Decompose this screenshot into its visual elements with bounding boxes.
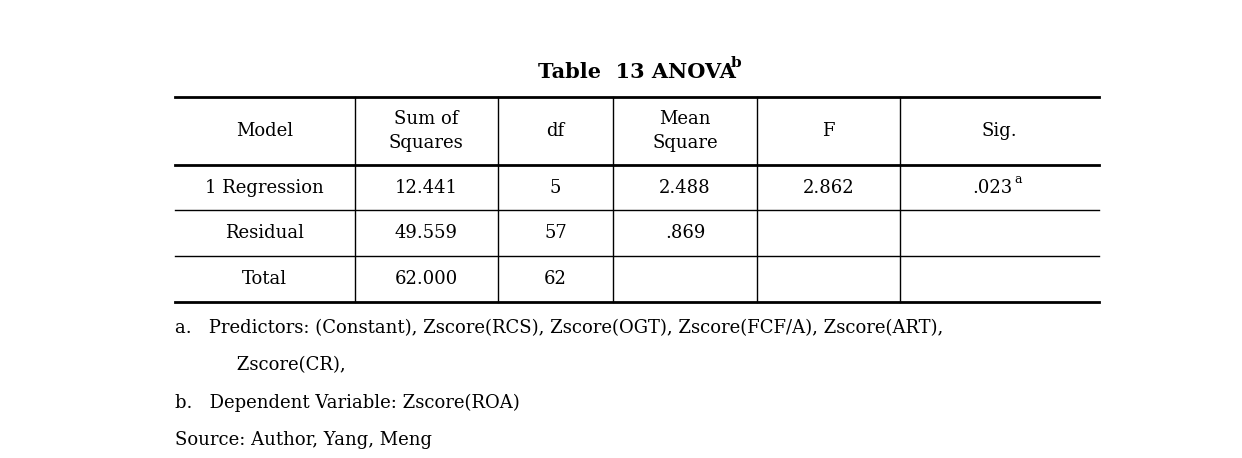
Text: Residual: Residual xyxy=(225,224,304,242)
Text: Zscore(CR),: Zscore(CR), xyxy=(209,356,345,375)
Text: b: b xyxy=(730,56,741,70)
Text: 1 Regression: 1 Regression xyxy=(205,179,324,196)
Text: b.   Dependent Variable: Zscore(ROA): b. Dependent Variable: Zscore(ROA) xyxy=(174,393,519,412)
Text: 2.862: 2.862 xyxy=(802,179,854,196)
Text: Sig.: Sig. xyxy=(981,122,1017,140)
Text: .023: .023 xyxy=(972,179,1012,196)
Text: 12.441: 12.441 xyxy=(395,179,458,196)
Text: Source: Author, Yang, Meng: Source: Author, Yang, Meng xyxy=(174,431,431,448)
Text: 2.488: 2.488 xyxy=(660,179,710,196)
Text: 62: 62 xyxy=(544,270,568,288)
Text: 49.559: 49.559 xyxy=(395,224,458,242)
Text: a.   Predictors: (Constant), Zscore(RCS), Zscore(OGT), Zscore(FCF/A), Zscore(ART: a. Predictors: (Constant), Zscore(RCS), … xyxy=(174,320,943,338)
Text: F: F xyxy=(822,122,835,140)
Text: Table  13 ANOVA: Table 13 ANOVA xyxy=(538,62,735,82)
Text: 62.000: 62.000 xyxy=(395,270,458,288)
Text: Model: Model xyxy=(236,122,293,140)
Text: Mean
Square: Mean Square xyxy=(652,110,718,152)
Text: 57: 57 xyxy=(544,224,568,242)
Text: 5: 5 xyxy=(550,179,561,196)
Text: Total: Total xyxy=(242,270,287,288)
Text: Sum of
Squares: Sum of Squares xyxy=(389,110,463,152)
Text: a: a xyxy=(1015,174,1022,186)
Text: df: df xyxy=(546,122,565,140)
Text: .869: .869 xyxy=(664,224,705,242)
